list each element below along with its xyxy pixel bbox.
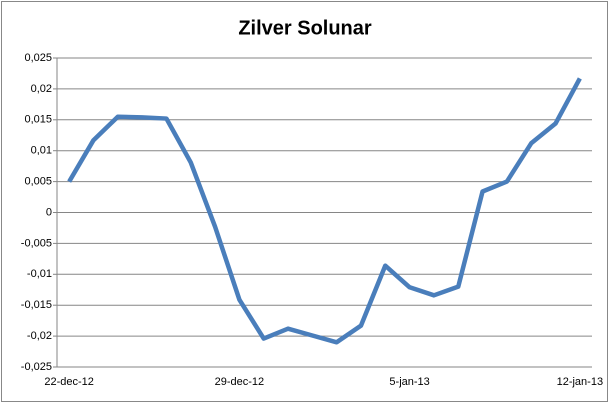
x-tick-label: 5-jan-13 — [389, 376, 429, 388]
y-tick-label: 0 — [46, 206, 52, 218]
x-tick-label: 22-dec-12 — [44, 376, 94, 388]
y-tick-label: 0,025 — [24, 52, 52, 64]
y-tick-label: 0,01 — [31, 145, 52, 157]
data-line — [67, 77, 582, 345]
y-tick-label: -0,02 — [27, 330, 52, 342]
x-tick-label: 29-dec-12 — [215, 376, 265, 388]
chart-title: Zilver Solunar — [238, 17, 372, 39]
y-tick-label: -0,01 — [27, 268, 52, 280]
x-tick-label: 12-jan-13 — [557, 376, 603, 388]
y-tick-label: -0,025 — [21, 361, 52, 373]
y-tick-label: -0,015 — [21, 299, 52, 311]
y-tick-label: 0,015 — [24, 114, 52, 126]
y-tick-label: 0,005 — [24, 176, 52, 188]
y-tick-label: 0,02 — [31, 83, 52, 95]
y-tick-label: -0,005 — [21, 237, 52, 249]
